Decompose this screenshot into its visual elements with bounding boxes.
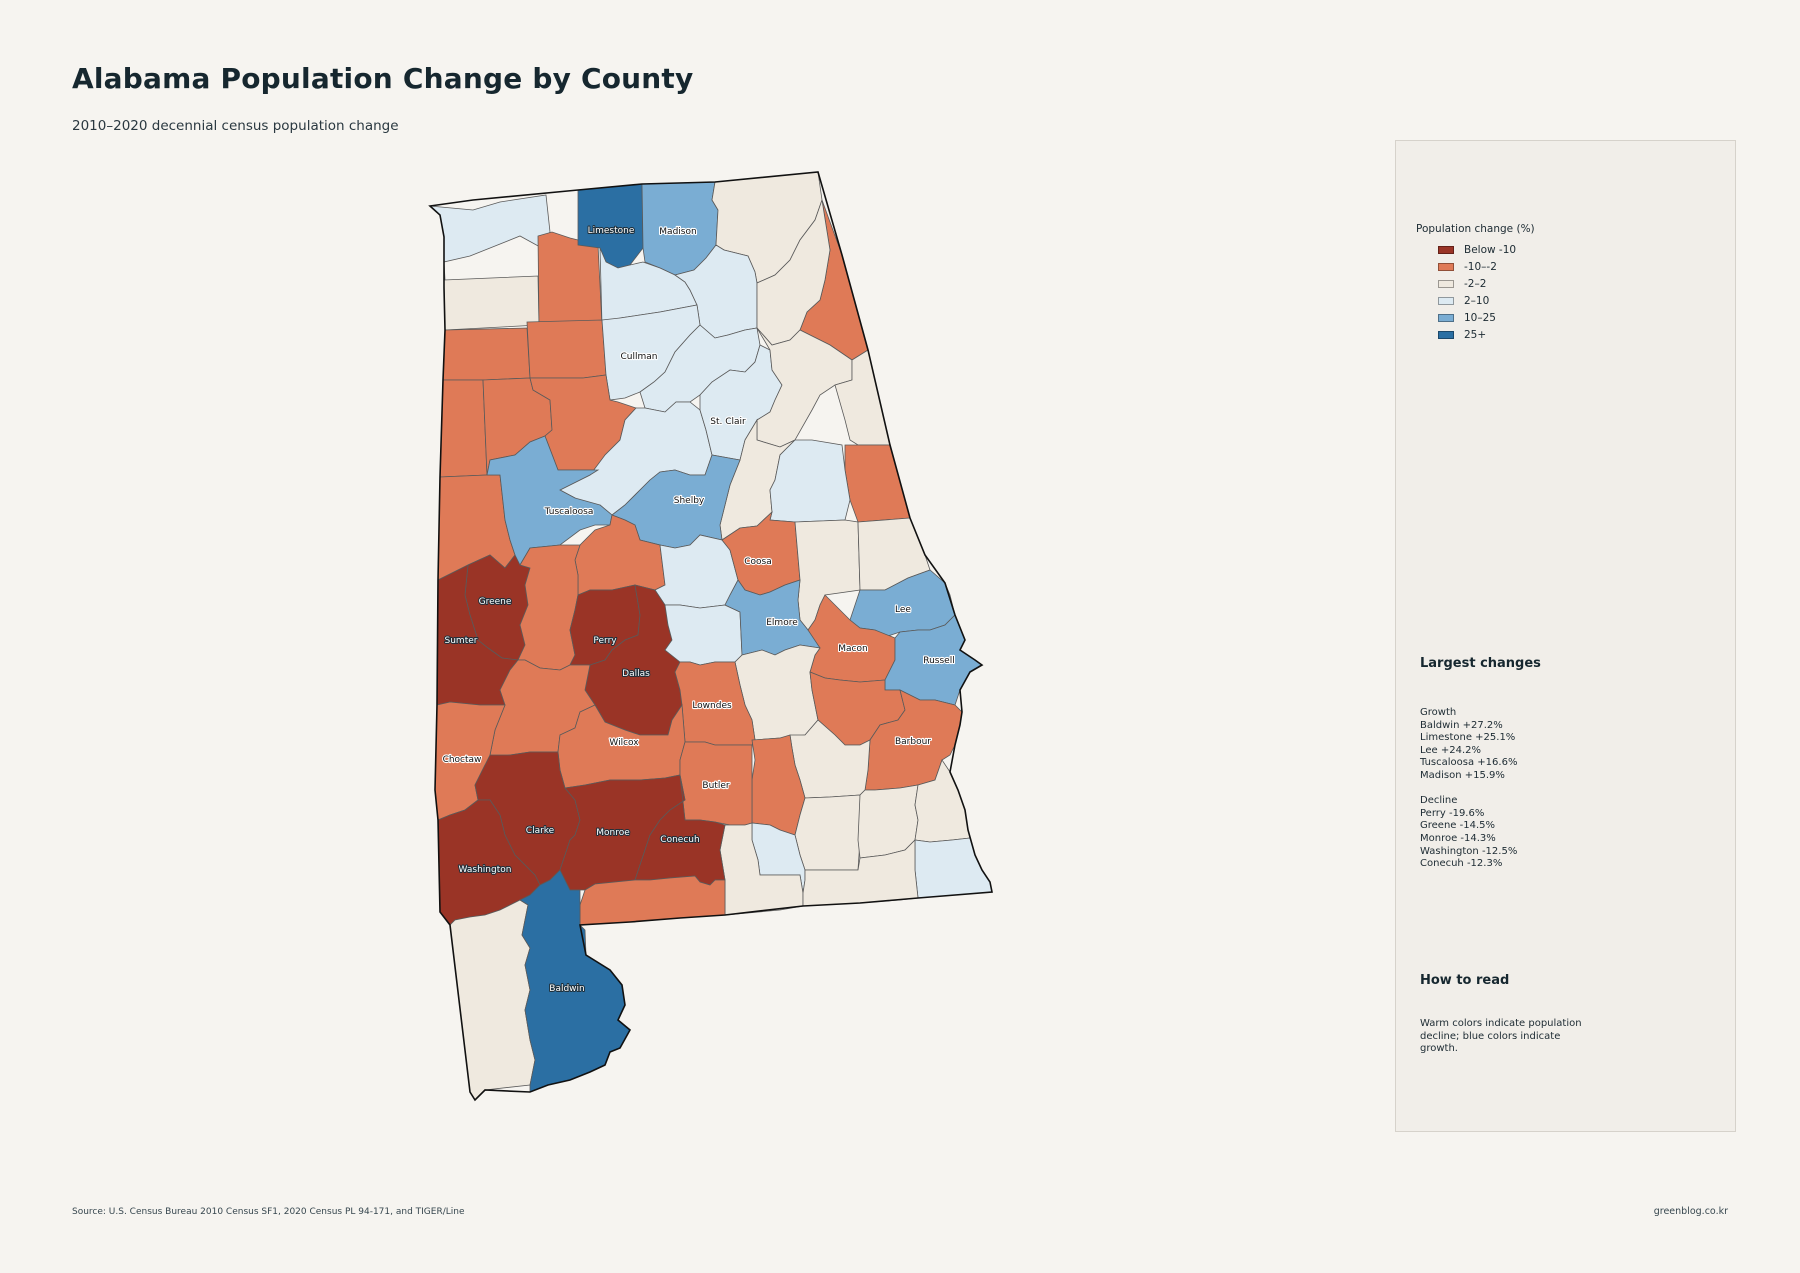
how-to-read-text: Warm colors indicate population decline;…	[1420, 1018, 1582, 1055]
legend-item: -2–2	[1416, 275, 1535, 292]
legend-item: -10–-2	[1416, 258, 1535, 275]
legend: Population change (%) Below -10 -10–-2 -2–…	[1416, 223, 1535, 343]
growth-item: Baldwin +27.2%	[1420, 719, 1503, 731]
label-coosa: Coosa	[744, 557, 772, 567]
largest-changes-list: Growth Baldwin +27.2% Limestone +25.1% L…	[1420, 707, 1517, 871]
county-mobile[interactable]	[449, 899, 536, 1101]
county-hale[interactable]	[517, 544, 581, 671]
legend-swatch	[1438, 330, 1454, 339]
decline-item: Monroe -14.3%	[1420, 832, 1496, 844]
decline-heading: Decline	[1420, 795, 1458, 807]
label-madison: Madison	[659, 227, 696, 237]
legend-swatch	[1438, 279, 1454, 288]
label-lowndes: Lowndes	[692, 701, 732, 711]
county-coffee[interactable]	[794, 794, 861, 871]
info-panel: Population change (%) Below -10 -10–-2 -2–…	[1395, 140, 1736, 1132]
label-wilcox: Wilcox	[609, 738, 639, 748]
legend-item: Below -10	[1416, 241, 1535, 258]
legend-label: -10–-2	[1464, 260, 1497, 273]
legend-swatch	[1438, 262, 1454, 271]
label-monroe: Monroe	[596, 828, 630, 838]
decline-item: Perry -19.6%	[1420, 807, 1485, 819]
label-barbour: Barbour	[895, 737, 931, 747]
source-note: Source: U.S. Census Bureau 2010 Census S…	[72, 1207, 465, 1217]
legend-item: 25+	[1416, 326, 1535, 343]
growth-item: Limestone +25.1%	[1420, 732, 1516, 744]
county-autauga[interactable]	[664, 604, 743, 666]
legend-label: 2–10	[1464, 294, 1490, 307]
label-limestone: Limestone	[588, 226, 635, 236]
label-elmore: Elmore	[766, 618, 798, 628]
label-cullman: Cullman	[621, 352, 658, 362]
county-escambia[interactable]	[579, 875, 726, 926]
state-outline	[428, 171, 993, 1102]
map-title: Alabama Population Change by County	[72, 62, 694, 95]
largest-changes-title: Largest changes	[1420, 656, 1541, 671]
label-lee: Lee	[895, 605, 911, 615]
legend-swatch	[1438, 296, 1454, 305]
label-tuscaloosa: Tuscaloosa	[544, 507, 594, 517]
legend-label: 10–25	[1464, 311, 1496, 324]
legend-swatch	[1438, 245, 1454, 254]
label-macon: Macon	[838, 644, 867, 654]
legend-item: 2–10	[1416, 292, 1535, 309]
label-perry: Perry	[593, 636, 617, 646]
credit-link[interactable]: greenblog.co.kr	[1653, 1206, 1728, 1217]
legend-label: Below -10	[1464, 243, 1517, 256]
legend-swatch	[1438, 313, 1454, 322]
label-sumter: Sumter	[445, 636, 478, 646]
growth-item: Lee +24.2%	[1420, 744, 1482, 756]
label-shelby: Shelby	[674, 496, 705, 506]
legend-item: 10–25	[1416, 309, 1535, 326]
county-winston[interactable]	[526, 319, 607, 379]
legend-label: 25+	[1464, 328, 1487, 341]
county-lauderdale[interactable]	[428, 194, 551, 289]
label-baldwin: Baldwin	[549, 984, 584, 994]
county-marion[interactable]	[442, 327, 531, 381]
label-choctaw: Choctaw	[443, 755, 482, 765]
label-butler: Butler	[702, 781, 729, 791]
label-conecuh: Conecuh	[660, 835, 699, 845]
label-washington: Washington	[459, 865, 512, 875]
county-colbert[interactable]	[443, 275, 540, 331]
label-st-clair: St. Clair	[710, 417, 746, 427]
decline-item: Greene -14.5%	[1420, 820, 1495, 832]
county-calhoun[interactable]	[756, 327, 853, 448]
legend-title: Population change (%)	[1416, 223, 1535, 235]
decline-item: Washington -12.5%	[1420, 845, 1518, 857]
growth-heading: Growth	[1420, 707, 1457, 718]
label-russell: Russell	[923, 656, 954, 666]
label-dallas: Dallas	[622, 669, 650, 679]
label-greene: Greene	[479, 597, 512, 607]
county-lamar[interactable]	[439, 379, 488, 478]
how-to-read-title: How to read	[1420, 973, 1510, 988]
map-subtitle: 2010–2020 decennial census population ch…	[72, 118, 399, 134]
label-clarke: Clarke	[526, 826, 555, 836]
decline-item: Conecuh -12.3%	[1420, 858, 1503, 870]
growth-item: Tuscaloosa +16.6%	[1420, 757, 1518, 769]
legend-label: -2–2	[1464, 277, 1487, 290]
growth-item: Madison +15.9%	[1420, 769, 1505, 781]
